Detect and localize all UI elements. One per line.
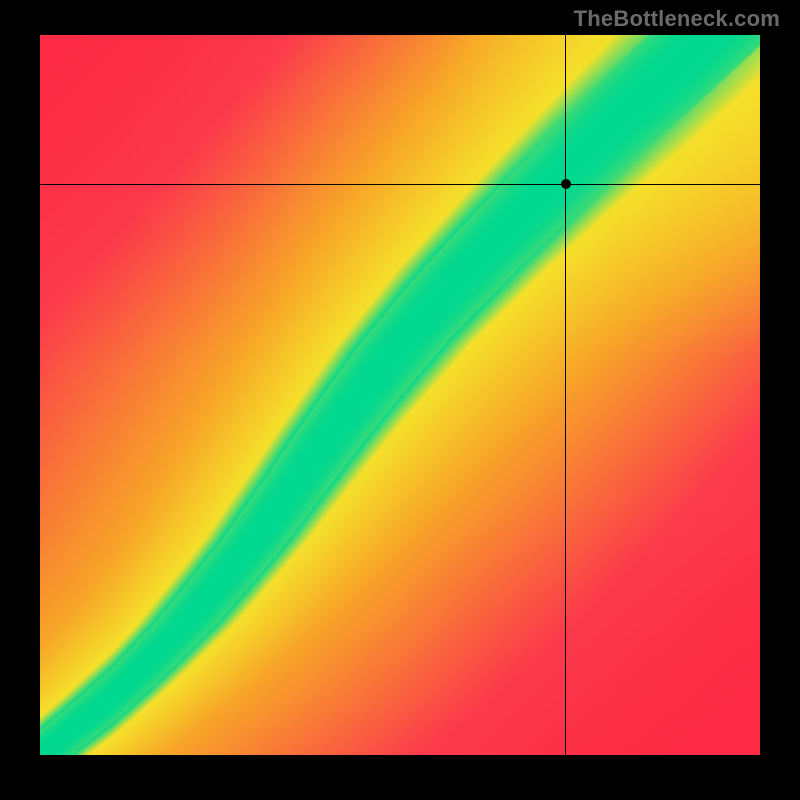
crosshair-marker (561, 179, 571, 189)
heatmap-canvas (40, 35, 760, 755)
crosshair-horizontal (40, 184, 760, 185)
chart-container: TheBottleneck.com (0, 0, 800, 800)
watermark-text: TheBottleneck.com (574, 6, 780, 32)
crosshair-vertical (565, 35, 566, 755)
plot-area (40, 35, 760, 755)
